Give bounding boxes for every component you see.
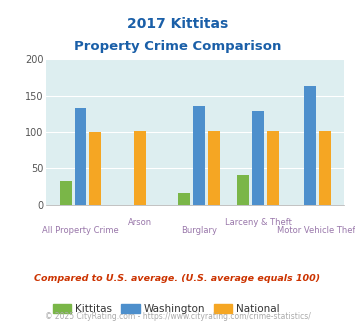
Text: Motor Vehicle Theft: Motor Vehicle Theft [277,226,355,235]
Text: Property Crime Comparison: Property Crime Comparison [74,40,281,52]
Bar [178,193,190,205]
Bar [237,175,249,205]
Bar [75,108,86,205]
Bar [319,131,331,205]
Text: Compared to U.S. average. (U.S. average equals 100): Compared to U.S. average. (U.S. average … [34,274,321,283]
Bar [60,181,72,205]
Legend: Kittitas, Washington, National: Kittitas, Washington, National [48,300,284,318]
Text: All Property Crime: All Property Crime [42,226,119,235]
Bar [304,86,316,205]
Text: Burglary: Burglary [181,226,217,235]
Text: 2017 Kittitas: 2017 Kittitas [127,16,228,30]
Text: Larceny & Theft: Larceny & Theft [225,218,292,227]
Text: Arson: Arson [128,218,152,227]
Bar [193,106,205,205]
Bar [252,111,264,205]
Text: © 2025 CityRating.com - https://www.cityrating.com/crime-statistics/: © 2025 CityRating.com - https://www.city… [45,312,310,321]
Bar [208,131,220,205]
Bar [134,131,146,205]
Bar [267,131,279,205]
Bar [89,132,101,205]
